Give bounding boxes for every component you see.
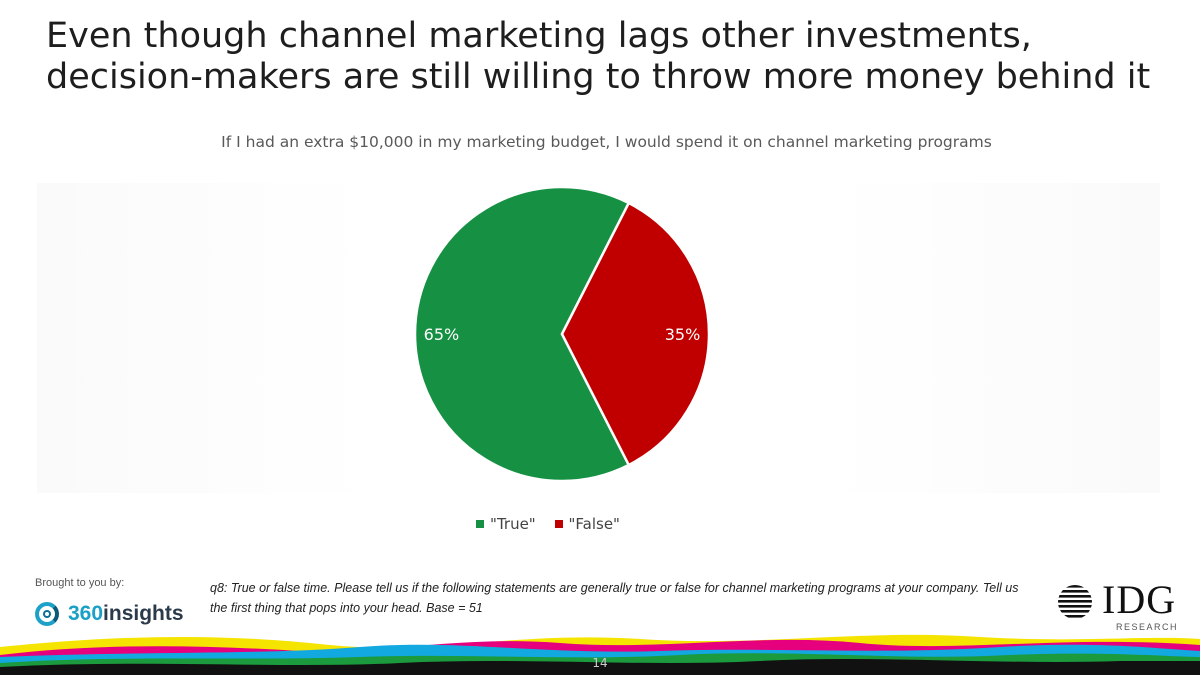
legend-swatch-false (554, 520, 563, 528)
legend-swatch-true (476, 520, 485, 528)
decorative-wave-banner (0, 634, 1200, 675)
legend-label-true: "True" (490, 515, 536, 533)
legend-label-false: "False" (568, 515, 620, 533)
pie-slice-true (413, 185, 631, 483)
pie-slice-false (560, 201, 711, 467)
slide-title: Even though channel marketing lags other… (46, 16, 1151, 97)
page-number: 14 (592, 656, 608, 670)
question-footnote: q8: True or false time. Please tell us i… (210, 581, 1019, 615)
legend-item-true: "True" (476, 515, 536, 533)
sponsor-logo-icon (35, 602, 59, 626)
chart-legend: "True" "False" (0, 514, 1096, 533)
sponsor-logo: 360insights (35, 597, 184, 631)
pie-label-false: 35% (665, 325, 701, 344)
globe-icon (1058, 585, 1092, 618)
chart-title: If I had an extra $10,000 in my marketin… (221, 133, 992, 151)
publisher-logo-text: IDG (1102, 577, 1177, 622)
publisher-logo: IDG RESEARCH (1050, 577, 1190, 632)
brought-to-you-by: Brought to you by: (35, 577, 125, 589)
pie-label-true: 65% (424, 325, 460, 344)
legend-item-false: "False" (554, 515, 620, 533)
publisher-logo-subtext: RESEARCH (1116, 622, 1179, 632)
sponsor-logo-text: 360insights (68, 602, 184, 625)
